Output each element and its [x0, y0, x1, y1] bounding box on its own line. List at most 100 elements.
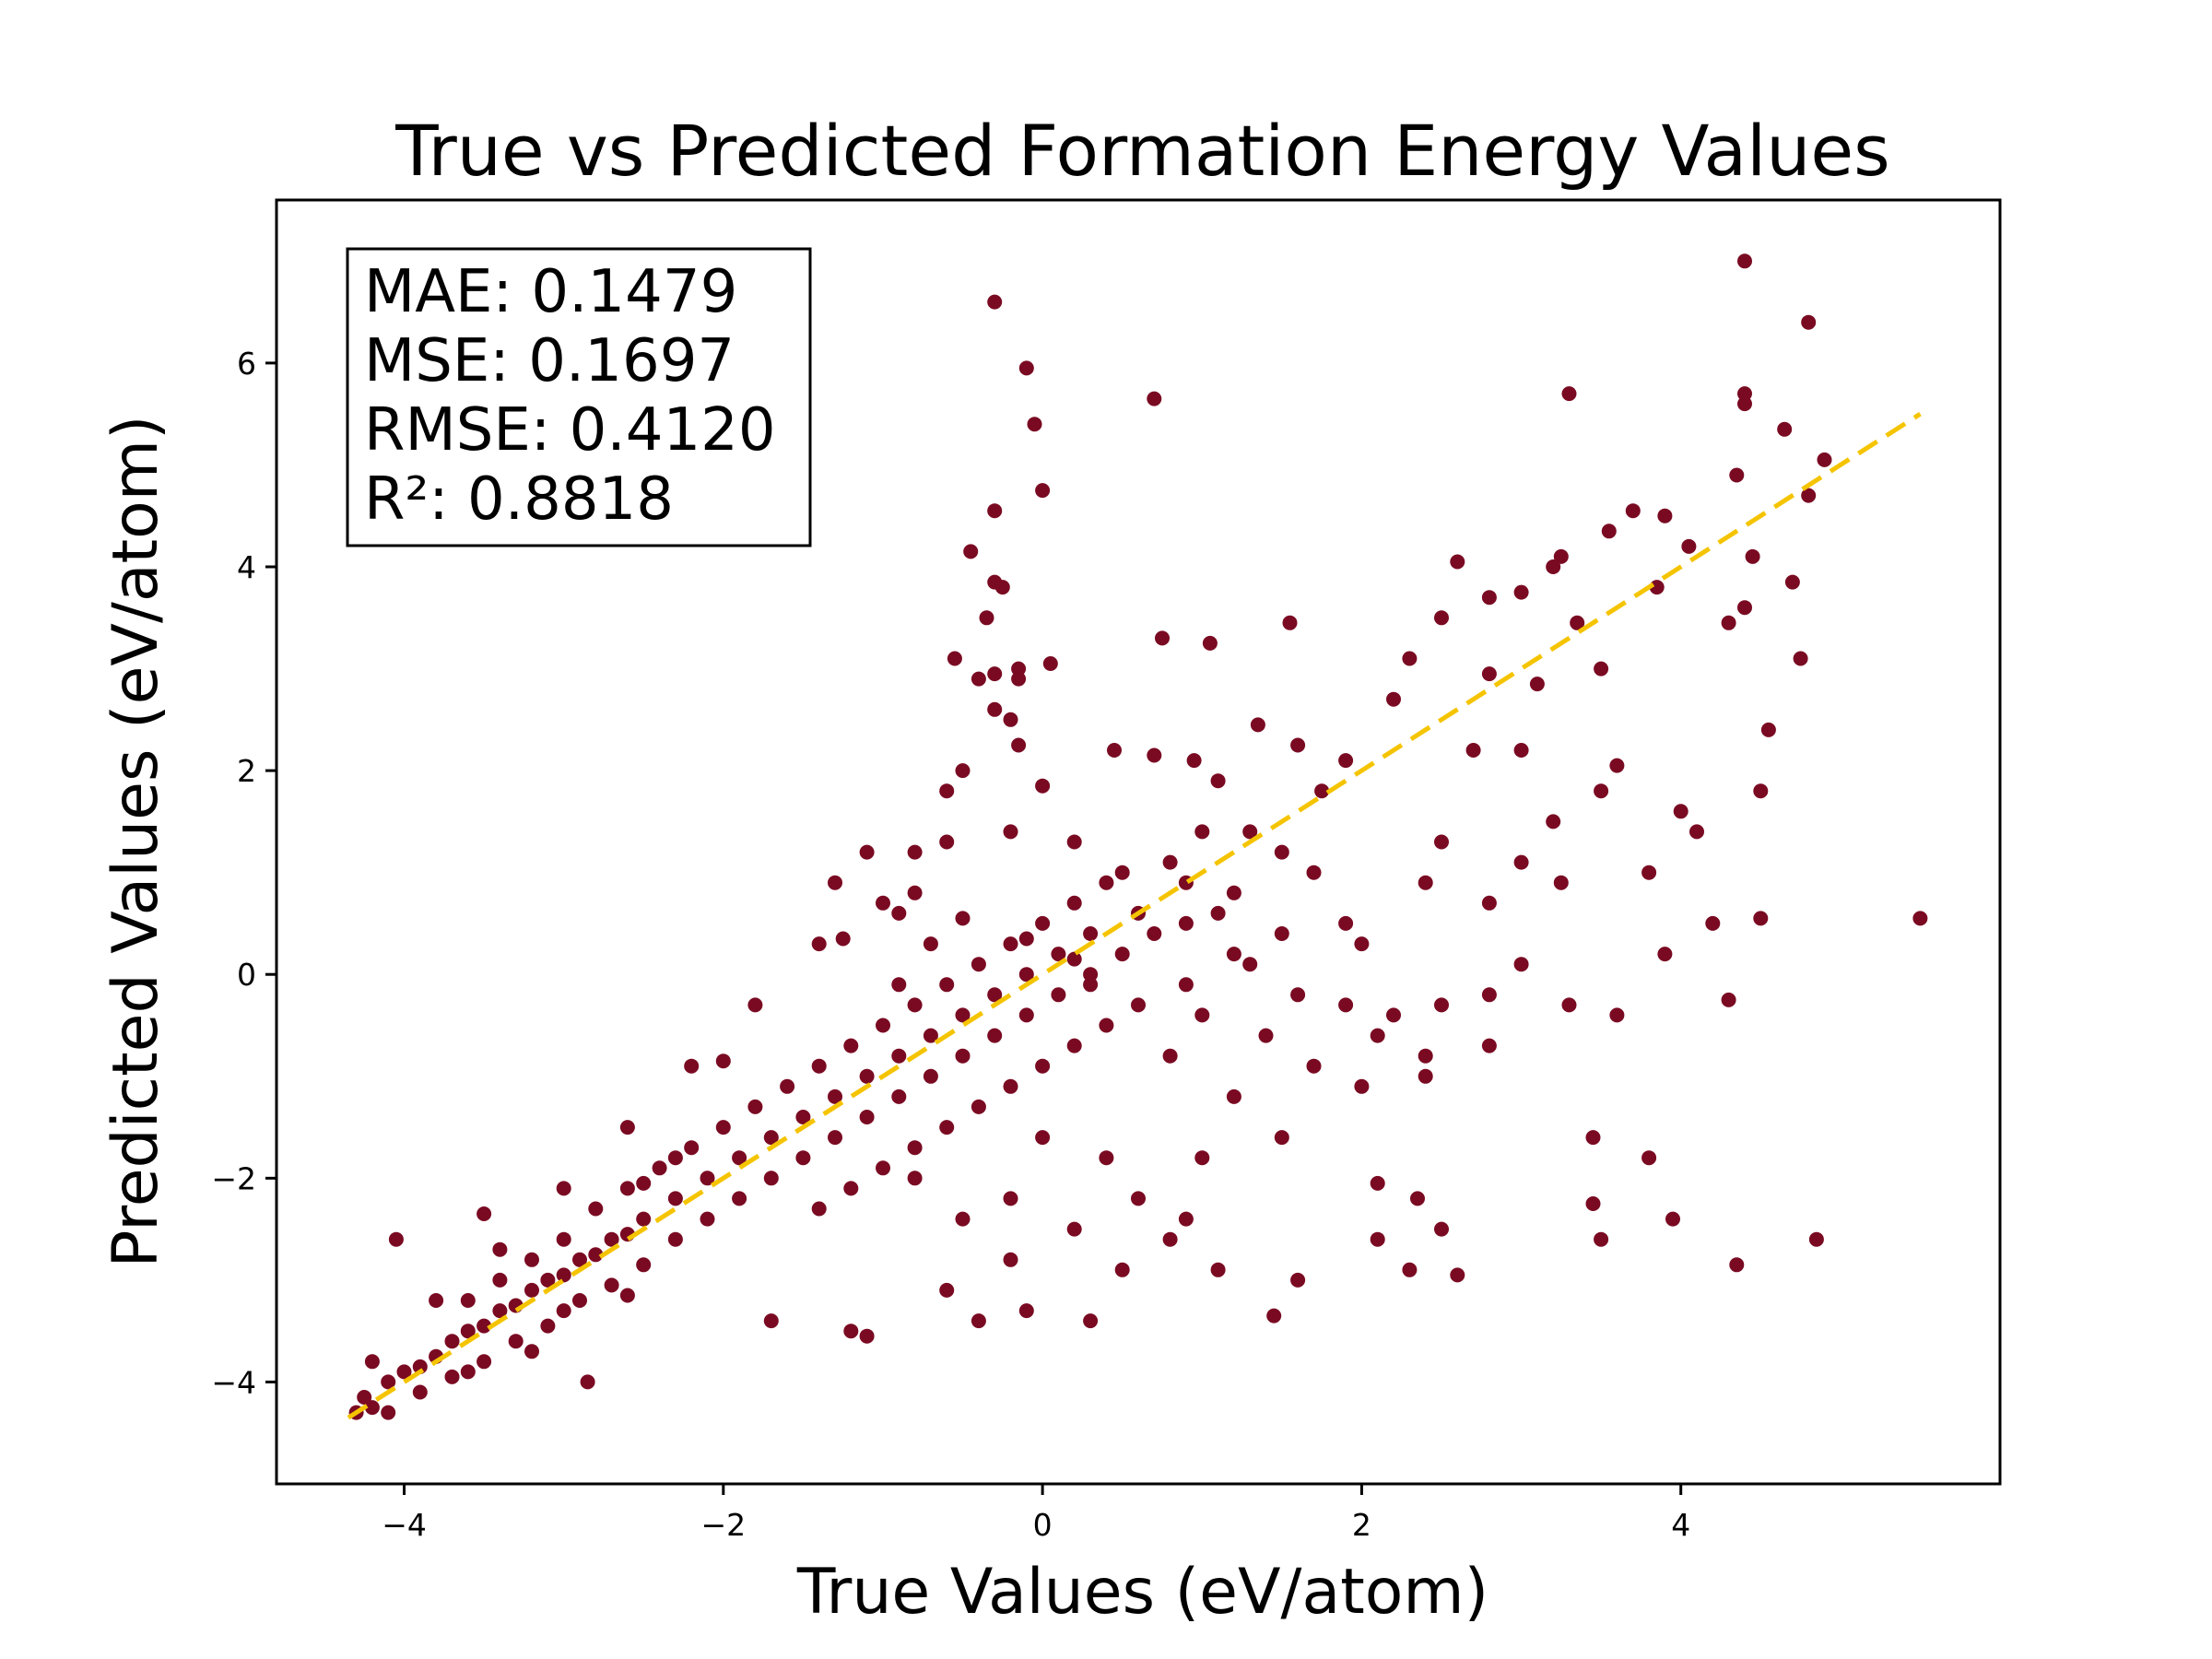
scatter-point-19	[636, 1211, 652, 1227]
scatter-point-211	[987, 1028, 1003, 1043]
scatter-point-225	[971, 957, 986, 972]
scatter-point-134	[1553, 875, 1569, 890]
scatter-point-199	[604, 1277, 619, 1293]
scatter-point-230	[652, 1160, 667, 1176]
scatter-point-238	[460, 1293, 476, 1308]
metric-mae: MAE: 0.1479	[364, 258, 737, 326]
scatter-point-45	[979, 610, 994, 626]
x-tick-label: 2	[1352, 1507, 1371, 1543]
scatter-point-109	[1274, 1130, 1289, 1146]
scatter-point-83	[923, 1028, 938, 1043]
x-tick-label: −4	[382, 1507, 427, 1543]
scatter-point-203	[732, 1191, 747, 1206]
scatter-point-105	[1912, 911, 1928, 926]
scatter-point-73	[1274, 844, 1289, 860]
scatter-point-140	[1760, 722, 1776, 737]
scatter-point-235	[619, 1181, 635, 1196]
scatter-point-60	[1035, 483, 1051, 499]
scatter-point-256	[1003, 1252, 1018, 1267]
scatter-point-29	[715, 1053, 731, 1069]
scatter-point-114	[1266, 1308, 1282, 1324]
scatter-point-249	[843, 1181, 859, 1196]
scatter-point-27	[636, 1175, 652, 1191]
scatter-point-165	[1737, 396, 1752, 412]
x-tick-label: 4	[1671, 1507, 1690, 1543]
scatter-point-270	[1131, 997, 1146, 1013]
scatter-point-244	[1003, 1078, 1018, 1094]
scatter-point-279	[923, 936, 938, 952]
y-tick-label: 0	[237, 957, 256, 993]
scatter-point-65	[1282, 615, 1298, 630]
plot-area-frame	[275, 198, 2002, 1486]
scatter-point-71	[1210, 773, 1226, 789]
scatter-point-36	[939, 1282, 955, 1298]
scatter-point-44	[971, 671, 986, 687]
scatter-point-43	[947, 651, 962, 666]
scatter-point-264	[1370, 1028, 1385, 1043]
scatter-point-112	[1210, 1262, 1226, 1277]
scatter-point-208	[891, 1088, 907, 1104]
scatter-point-66	[1107, 743, 1122, 758]
scatter-point-255	[907, 1171, 923, 1186]
scatter-point-118	[1434, 1221, 1449, 1237]
scatter-point-154	[1450, 554, 1465, 570]
scatter-point-226	[1003, 936, 1018, 952]
scatter-point-194	[444, 1369, 460, 1384]
scatter-point-104	[1753, 911, 1769, 926]
scatter-point-185	[747, 997, 763, 1013]
scatter-point-234	[588, 1201, 604, 1217]
scatter-point-68	[1186, 753, 1202, 769]
scatter-point-54	[1003, 712, 1018, 727]
scatter-point-7	[444, 1334, 460, 1349]
scatter-point-257	[1114, 1262, 1130, 1277]
scatter-point-147	[1657, 508, 1673, 524]
scatter-point-267	[1274, 926, 1289, 941]
scatter-point-266	[1338, 915, 1354, 931]
scatter-point-254	[1066, 1221, 1082, 1237]
scatter-point-184	[811, 936, 827, 952]
scatter-point-260	[1162, 1048, 1178, 1064]
scatter-point-102	[1705, 915, 1721, 931]
scatter-point-58	[1018, 360, 1034, 376]
scatter-point-174	[1465, 743, 1481, 758]
scatter-point-172	[1561, 386, 1577, 402]
scatter-point-276	[828, 875, 842, 890]
scatter-point-30	[763, 1313, 779, 1329]
scatter-point-192	[381, 1405, 396, 1420]
scatter-point-222	[876, 1018, 890, 1033]
scatter-point-93	[1290, 987, 1306, 1003]
scatter-point-91	[667, 1191, 683, 1206]
identity-reference-line	[347, 412, 1922, 1420]
scatter-point-232	[715, 1120, 731, 1135]
scatter-point-90	[700, 1171, 715, 1186]
scatter-point-64	[1202, 635, 1218, 651]
scatter-point-86	[828, 1088, 842, 1104]
scatter-point-33	[971, 1313, 986, 1329]
scatter-point-20	[388, 1231, 404, 1247]
y-tick-label: −2	[211, 1160, 256, 1196]
scatter-point-37	[1003, 1191, 1018, 1206]
scatter-point-190	[429, 1293, 444, 1308]
scatter-point-151	[1553, 548, 1569, 564]
scatter-point-57	[987, 294, 1003, 310]
scatter-point-161	[1594, 661, 1609, 677]
scatter-point-202	[700, 1211, 715, 1227]
scatter-point-207	[859, 1110, 875, 1124]
scatter-point-170	[1737, 253, 1752, 269]
scatter-point-31	[843, 1324, 859, 1339]
scatter-point-111	[1162, 1231, 1178, 1247]
scatter-point-61	[987, 701, 1003, 717]
scatter-point-181	[1003, 824, 1018, 840]
scatter-point-50	[1011, 661, 1027, 677]
scatter-point-131	[1481, 895, 1497, 911]
scatter-point-129	[1418, 875, 1433, 890]
scatter-point-164	[1729, 467, 1745, 483]
scatter-point-35	[1083, 1313, 1099, 1329]
scatter-point-213	[1051, 987, 1066, 1003]
scatter-point-32	[859, 1328, 875, 1344]
scatter-point-133	[1546, 814, 1561, 830]
scatter-point-274	[955, 911, 971, 926]
scatter-point-142	[1784, 574, 1800, 590]
scatter-point-193	[412, 1384, 428, 1400]
